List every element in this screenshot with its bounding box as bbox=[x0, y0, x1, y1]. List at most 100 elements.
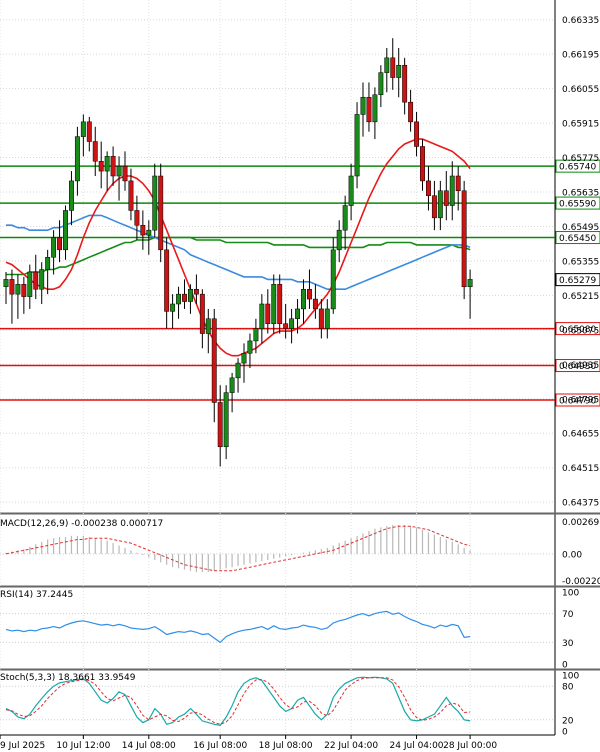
level-label-box bbox=[555, 196, 600, 210]
candle-body bbox=[247, 340, 253, 354]
candle-body bbox=[134, 210, 140, 226]
candle-body bbox=[146, 229, 152, 236]
ma-red-line bbox=[5, 138, 471, 357]
candle-body bbox=[307, 288, 312, 300]
candle-body bbox=[188, 288, 193, 302]
candle-body bbox=[259, 303, 265, 329]
price-tick: 0.66195 bbox=[562, 51, 599, 61]
candle-body bbox=[21, 284, 27, 297]
level-label: 0.64930 bbox=[559, 362, 596, 372]
candle-body bbox=[223, 392, 229, 448]
candle-body bbox=[80, 121, 86, 137]
price-tick: 0.65635 bbox=[562, 189, 599, 199]
candle-body bbox=[241, 352, 247, 364]
candle-body bbox=[271, 284, 277, 324]
candle-body bbox=[74, 136, 80, 182]
candle-body bbox=[253, 328, 259, 342]
candle-body bbox=[39, 269, 45, 290]
time-tick-label: 28 Jul 00:00 bbox=[443, 741, 497, 751]
candle-body bbox=[158, 175, 164, 251]
macd-signal-line bbox=[5, 525, 471, 572]
price-tick: 0.65215 bbox=[562, 292, 599, 302]
rsi-panel: 100 70 30 0 bbox=[0, 589, 579, 671]
candle-body bbox=[33, 271, 39, 290]
candle-body bbox=[402, 64, 408, 103]
candle-body bbox=[360, 96, 366, 115]
candle-body bbox=[164, 249, 170, 312]
candle-body bbox=[182, 293, 187, 302]
price-tick: 0.66335 bbox=[562, 16, 599, 26]
level-label-box bbox=[555, 231, 600, 245]
candle-body bbox=[414, 121, 420, 147]
price-axis: 0.66335 0.66195 0.66055 0.65915 0.65775 0.656… bbox=[562, 16, 599, 508]
candle-body bbox=[378, 72, 384, 96]
level-label-box bbox=[555, 359, 600, 373]
time-tick-label: 10 Jul 12:00 bbox=[56, 741, 110, 751]
candle-body bbox=[372, 94, 378, 123]
candle-body bbox=[86, 121, 92, 142]
candle-body bbox=[217, 402, 223, 448]
candle-body bbox=[396, 64, 402, 78]
candle-body bbox=[229, 377, 235, 393]
price-tick: 0.64375 bbox=[562, 499, 599, 509]
candle-body bbox=[342, 205, 348, 231]
candle-body bbox=[443, 190, 449, 206]
candle-body bbox=[420, 146, 425, 182]
level-label-box bbox=[555, 322, 600, 336]
candle-body bbox=[461, 190, 467, 288]
candle-body bbox=[98, 160, 104, 172]
candle-body bbox=[301, 288, 306, 310]
level-label-box bbox=[555, 393, 600, 407]
ma-green-line bbox=[6, 236, 471, 276]
rsi-line bbox=[5, 610, 471, 644]
candle-body bbox=[152, 175, 158, 231]
stoch-tick: 80 bbox=[562, 683, 574, 693]
candle-body bbox=[336, 229, 342, 251]
candle-body bbox=[57, 237, 62, 251]
candle-body bbox=[176, 293, 182, 305]
time-tick-label: 16 Jul 08:00 bbox=[193, 741, 247, 751]
macd-panel: 0.002697 0.00 -0.002207 bbox=[0, 518, 600, 587]
time-tick-label: 9 Jul 2025 bbox=[0, 741, 45, 751]
candle-body bbox=[455, 175, 461, 192]
rsi-tick: 30 bbox=[562, 639, 574, 649]
ma-blue-line bbox=[6, 214, 471, 290]
level-label: 0.65450 bbox=[559, 234, 596, 244]
candle-body bbox=[15, 284, 21, 295]
candle-body bbox=[235, 362, 241, 379]
time-tick-label: 22 Jul 04:00 bbox=[324, 741, 378, 751]
candle-body bbox=[27, 271, 33, 297]
rsi-legend: RSI(14) 37.2445 bbox=[0, 590, 73, 600]
candle-body bbox=[354, 114, 360, 177]
candle-body bbox=[170, 303, 176, 312]
candle-body bbox=[104, 156, 110, 172]
candle-body bbox=[3, 279, 9, 288]
candle-body bbox=[9, 279, 15, 295]
price-tick: 0.65495 bbox=[562, 223, 599, 233]
macd-tick: 0.00 bbox=[562, 550, 582, 560]
candle-body bbox=[384, 57, 390, 73]
level-label: 0.65080 bbox=[559, 325, 596, 335]
candle-body bbox=[110, 156, 116, 177]
price-tick: 0.65775 bbox=[562, 154, 599, 164]
moving-averages bbox=[5, 138, 471, 357]
price-tick: 0.64515 bbox=[562, 464, 599, 474]
rsi-tick: 0 bbox=[562, 661, 568, 671]
candle-body bbox=[390, 57, 396, 78]
stoch-tick: 100 bbox=[562, 672, 579, 682]
macd-tick: -0.002207 bbox=[562, 577, 600, 587]
candlesticks bbox=[3, 38, 473, 467]
current-price-label: 0.65279 bbox=[559, 276, 596, 286]
candle-body bbox=[449, 175, 455, 206]
candle-body bbox=[116, 165, 122, 177]
candle-body bbox=[140, 224, 146, 236]
candle-body bbox=[51, 237, 57, 258]
time-tick-label: 18 Jul 08:00 bbox=[259, 741, 313, 751]
time-axis: 9 Jul 2025 10 Jul 12:00 14 Jul 08:00 16 Jul… bbox=[0, 735, 497, 751]
candle-body bbox=[431, 195, 437, 219]
level-label: 0.64790 bbox=[559, 397, 596, 407]
candle-body bbox=[211, 318, 217, 403]
